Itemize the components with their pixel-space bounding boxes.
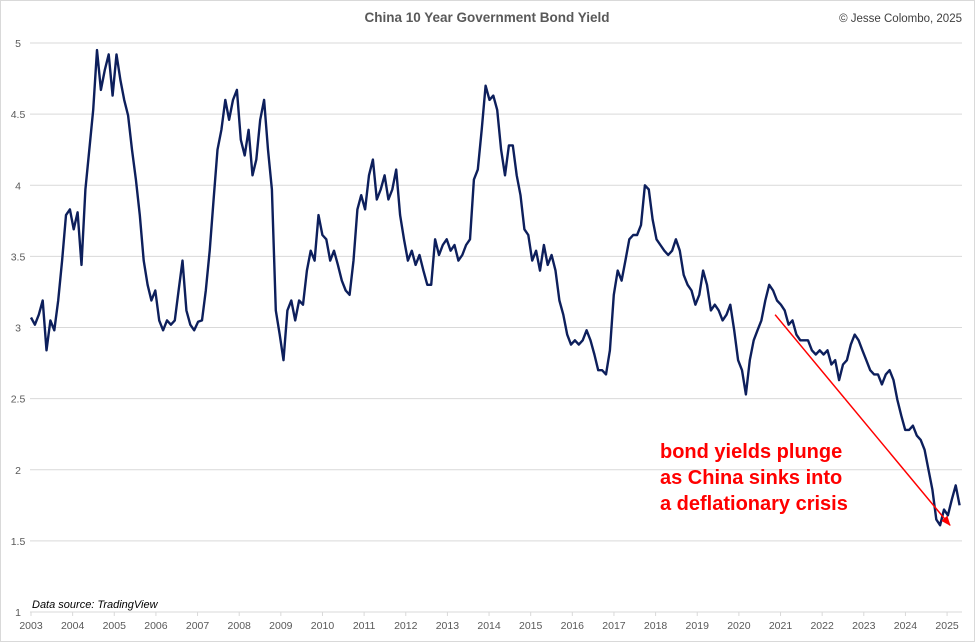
y-tick-label: 3.5 — [11, 251, 26, 263]
x-tick-label: 2019 — [686, 620, 710, 632]
chart-title: China 10 Year Government Bond Yield — [364, 10, 609, 25]
x-tick-label: 2003 — [19, 620, 43, 632]
annotation-text: a deflationary crisis — [660, 493, 848, 515]
y-tick-label: 1.5 — [11, 536, 26, 548]
x-tick-label: 2014 — [477, 620, 501, 632]
x-tick-label: 2009 — [269, 620, 293, 632]
x-tick-label: 2004 — [61, 620, 85, 632]
y-tick-label: 4 — [15, 180, 21, 192]
gridlines — [30, 42, 962, 613]
x-tick-label: 2024 — [894, 620, 918, 632]
x-tick-label: 2017 — [602, 620, 626, 632]
data-source: Data source: TradingView — [32, 599, 159, 611]
x-tick-label: 2021 — [769, 620, 793, 632]
x-tick-label: 2011 — [353, 620, 376, 632]
x-tick-label: 2018 — [644, 620, 668, 632]
annotation-text: bond yields plunge — [660, 441, 842, 463]
x-tick-label: 2012 — [394, 620, 418, 632]
x-tick-label: 2008 — [228, 620, 252, 632]
x-tick-label: 2025 — [935, 620, 959, 632]
x-tick-label: 2015 — [519, 620, 543, 632]
series-group — [29, 48, 961, 527]
y-tick-label: 2.5 — [11, 394, 26, 406]
y-tick-label: 3 — [15, 323, 21, 335]
y-tick-label: 4.5 — [11, 109, 26, 121]
x-tick-label: 2007 — [186, 620, 210, 632]
x-tick-label: 2010 — [311, 620, 335, 632]
y-tick-label: 5 — [15, 38, 21, 50]
x-tick-label: 2006 — [144, 620, 168, 632]
y-axis: 1 1.5 2 2.5 3 3.5 4 4.5 5 — [11, 38, 26, 619]
series-line — [29, 48, 961, 527]
x-tick-label: 2005 — [103, 620, 127, 632]
x-tick-label: 2016 — [561, 620, 585, 632]
x-tick-label: 2013 — [436, 620, 460, 632]
annotation: bond yields plunge as China sinks into a d… — [660, 314, 951, 526]
x-tick-label: 2023 — [852, 620, 876, 632]
x-tick-label: 2022 — [810, 620, 834, 632]
annotation-arrow — [774, 314, 951, 526]
y-tick-label: 1 — [15, 607, 21, 619]
x-axis: 2003 2004 2005 2006 2007 2008 2009 2010 2011 2012… — [19, 612, 959, 632]
annotation-text: as China sinks into — [660, 467, 842, 489]
x-tick-label: 2020 — [727, 620, 751, 632]
chart-credit: © Jesse Colombo, 2025 — [839, 13, 962, 25]
y-tick-label: 2 — [15, 465, 21, 477]
